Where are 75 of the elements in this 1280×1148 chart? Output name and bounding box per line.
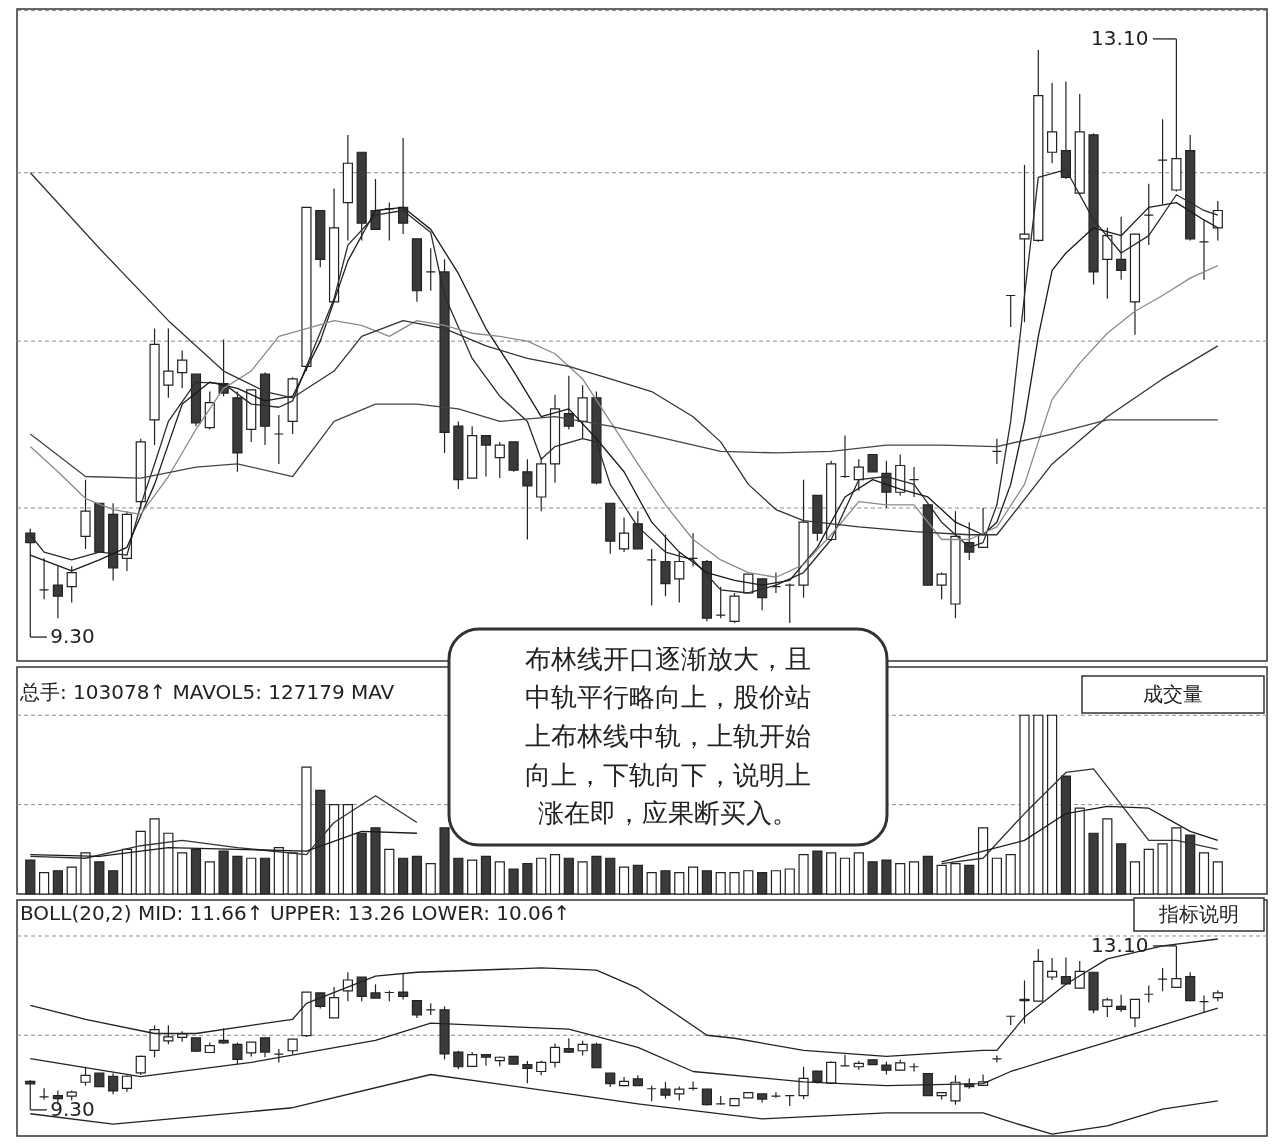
bar [494, 861, 505, 895]
bar [908, 861, 920, 895]
candlestick [1047, 957, 1058, 981]
bar [246, 857, 257, 895]
candlestick [1060, 956, 1072, 985]
bar [1157, 843, 1168, 895]
candlestick [1047, 82, 1058, 164]
candlestick [494, 441, 505, 479]
candlestick [1102, 997, 1113, 1018]
candlestick [480, 1054, 492, 1067]
candlestick [398, 972, 409, 1001]
candlestick [1116, 216, 1127, 281]
bar [674, 871, 685, 895]
candlestick [480, 434, 492, 478]
candlestick [328, 986, 340, 1019]
candlestick [356, 976, 367, 1002]
bar [618, 866, 630, 895]
bar [729, 871, 740, 895]
bar [1143, 848, 1154, 895]
bar [467, 859, 478, 895]
bar [991, 857, 1002, 895]
annotation: 布林线开口逐渐放大，且中轨平行略向上，股价站上布林线中轨，上轨开始向上，下轨向下，说明上涨在即，应果断买入。 [525, 643, 811, 829]
candlestick [1102, 227, 1113, 300]
candlestick [1129, 998, 1141, 1028]
text: 指标说明 [1158, 901, 1239, 926]
bar [577, 861, 588, 895]
bar [1198, 852, 1210, 895]
candlestick [163, 1024, 174, 1045]
bar [770, 870, 782, 895]
chart-title: 总手: 103078↑ MAVOL5: 127179 MAV [19, 680, 395, 704]
candlestick [1019, 979, 1030, 1025]
bar [784, 868, 795, 895]
bar [950, 863, 961, 895]
candlestick [232, 1041, 243, 1066]
bar [1212, 861, 1223, 895]
bar [1129, 861, 1141, 895]
bar [536, 857, 547, 895]
bar [1102, 818, 1113, 895]
bar [853, 852, 864, 895]
bar [895, 863, 906, 895]
bar [549, 854, 561, 895]
candlestick [522, 458, 533, 541]
text: 成交量 [1143, 681, 1203, 706]
bar [646, 871, 657, 895]
bar [936, 864, 947, 895]
candlestick [259, 1036, 271, 1058]
bar [66, 866, 77, 895]
candlestick [549, 1042, 561, 1069]
bar [204, 861, 215, 895]
candlestick [591, 1041, 602, 1069]
candlestick [163, 327, 174, 399]
bar [38, 871, 50, 895]
bar [425, 863, 436, 895]
candlestick [618, 1076, 630, 1088]
bar [1005, 854, 1016, 895]
candlestick [522, 1060, 533, 1084]
candlestick [177, 349, 188, 389]
bar [715, 871, 726, 895]
candlestick [577, 384, 588, 440]
candlestick [853, 458, 864, 492]
annotation: 13.10 [1091, 932, 1149, 957]
annotation: 9.30 [50, 624, 95, 649]
candlestick [936, 571, 947, 600]
bar [177, 852, 188, 895]
bar [826, 852, 837, 895]
bar [384, 848, 395, 895]
bar [839, 857, 851, 895]
annotation: 9.30 [50, 1096, 95, 1121]
bar [743, 870, 754, 895]
bar [798, 854, 809, 895]
candlestick [618, 516, 630, 553]
candlestick [1074, 960, 1085, 990]
bar [687, 866, 699, 895]
annotation: 13.10 [1091, 25, 1149, 50]
chart-title: BOLL(20,2) MID: 11.66↑ UPPER: 13.26 LOWER: 10.06↑ [20, 901, 571, 925]
